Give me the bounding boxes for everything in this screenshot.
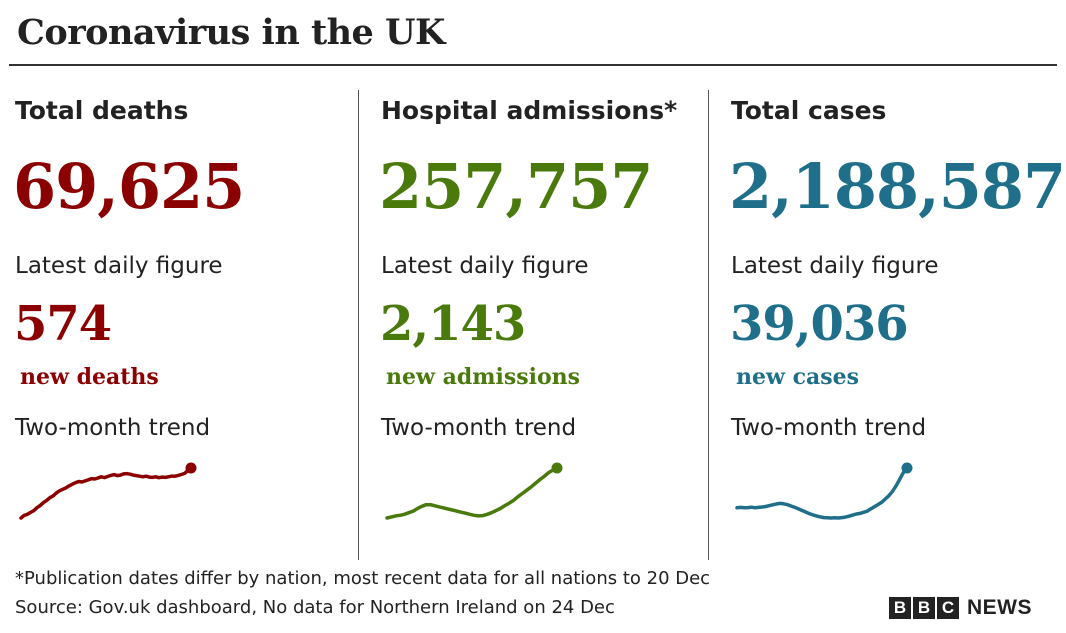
source-note: Source: Gov.uk dashboard, No data for No… xyxy=(15,597,615,618)
total-value: 257,757 xyxy=(379,150,653,223)
panel-total-cases: Total cases 2,188,587 Latest daily figur… xyxy=(729,90,1066,560)
trend-line xyxy=(385,466,559,520)
bbc-logo-box: B xyxy=(913,597,935,619)
panel-total-deaths: Total deaths 69,625 Latest daily figure … xyxy=(13,90,345,560)
total-value: 2,188,587 xyxy=(729,150,1066,223)
trend-label: Two-month trend xyxy=(731,415,927,441)
footnote: *Publication dates differ by nation, mos… xyxy=(15,568,711,589)
bbc-news-logo: B B C NEWS xyxy=(889,596,1032,620)
panel-heading: Total deaths xyxy=(15,96,189,125)
daily-label: Latest daily figure xyxy=(381,253,589,279)
trend-sparkline xyxy=(385,462,563,520)
bbc-news-label: NEWS xyxy=(967,596,1032,619)
daily-value: 574 xyxy=(14,296,112,352)
bbc-logo-box: B xyxy=(889,597,911,619)
daily-unit: new admissions xyxy=(386,364,581,390)
trend-sparkline xyxy=(735,462,913,520)
trend-label: Two-month trend xyxy=(381,415,577,441)
daily-value: 2,143 xyxy=(380,296,526,352)
daily-value: 39,036 xyxy=(730,296,909,352)
divider xyxy=(708,90,709,560)
panel-hospital-admissions: Hospital admissions* 257,757 Latest dail… xyxy=(379,90,711,560)
total-value: 69,625 xyxy=(13,150,245,223)
title-rule xyxy=(9,64,1057,66)
panel-heading: Total cases xyxy=(731,96,887,125)
daily-unit: new deaths xyxy=(20,364,159,390)
trend-line xyxy=(735,466,909,520)
bbc-logo-box: C xyxy=(937,597,959,619)
page-title: Coronavirus in the UK xyxy=(17,12,445,53)
daily-unit: new cases xyxy=(736,364,860,390)
trend-line xyxy=(19,466,193,520)
trend-endpoint xyxy=(901,462,913,474)
panel-heading: Hospital admissions* xyxy=(381,96,678,125)
trend-endpoint xyxy=(185,462,197,474)
divider xyxy=(358,90,359,560)
trend-label: Two-month trend xyxy=(15,415,211,441)
daily-label: Latest daily figure xyxy=(15,253,223,279)
trend-sparkline xyxy=(19,462,197,520)
daily-label: Latest daily figure xyxy=(731,253,939,279)
trend-endpoint xyxy=(551,462,563,474)
